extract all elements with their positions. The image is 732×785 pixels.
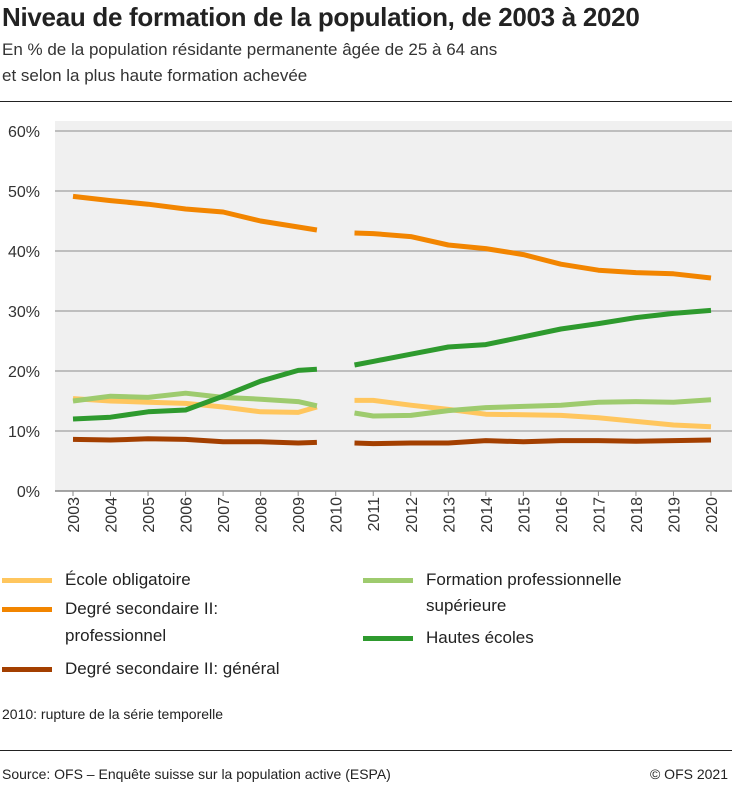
subtitle-line-2: et selon la plus haute formation achevée [2, 66, 308, 85]
series-line-1-segment-1 [354, 230, 712, 281]
chart-title: Niveau de formation de la population, de… [2, 2, 640, 32]
x-tick-label: 2008 [254, 497, 271, 533]
x-tick-label: 2010 [329, 497, 346, 533]
y-tick-label: 30% [8, 304, 40, 321]
legend-label-fps-1: Formation professionnelle [426, 570, 622, 589]
legend-swatch-sec-pro [2, 607, 52, 612]
subtitle-line-1: En % de la population résidante permanen… [2, 40, 498, 59]
y-tick-label: 60% [8, 124, 40, 141]
legend-label-sec-gen: Degré secondaire II: général [65, 659, 280, 678]
legend-label-he: Hautes écoles [426, 628, 534, 647]
series-line-2-segment-1 [354, 437, 712, 447]
x-tick-label: 2007 [216, 497, 233, 533]
x-tick-label: 2014 [479, 497, 496, 533]
plot-background [55, 121, 732, 491]
legend-swatch-sec-gen [2, 667, 52, 672]
x-tick-label: 2006 [179, 497, 196, 533]
series-line-1-segment-0 [72, 193, 318, 233]
y-tick-label: 0% [17, 484, 40, 501]
y-tick-label: 50% [8, 184, 40, 201]
x-tick-label: 2017 [591, 497, 608, 533]
y-tick-label: 40% [8, 244, 40, 261]
footnote: 2010: rupture de la série temporelle [2, 706, 224, 722]
x-tick-label: 2016 [554, 497, 571, 533]
legend-label-fps-2: supérieure [426, 596, 507, 615]
x-tick-label: 2019 [666, 497, 683, 533]
y-tick-label: 10% [8, 424, 40, 441]
x-tick-label: 2020 [704, 497, 721, 533]
x-tick-label: 2003 [66, 497, 83, 533]
x-tick-label: 2013 [441, 497, 458, 533]
legend-label-sec-pro-2: professionnel [65, 626, 167, 645]
series-line-4-segment-1 [354, 307, 712, 368]
top-divider [0, 101, 732, 102]
x-tick-label: 2005 [141, 497, 158, 533]
legend-label-ecole: École obligatoire [65, 570, 191, 589]
series-line-3-segment-0 [72, 390, 318, 409]
source: Source: OFS – Enquête suisse sur la popu… [2, 766, 391, 782]
legend-swatch-ecole [2, 578, 52, 583]
series-line-4-segment-0 [72, 366, 318, 422]
series-line-3-segment-1 [354, 397, 712, 419]
legend-swatch-fps [363, 578, 413, 583]
series-line-0-segment-1 [354, 397, 712, 430]
x-tick-label: 2004 [104, 497, 121, 533]
series-line-2-segment-0 [72, 436, 317, 446]
y-tick-label: 20% [8, 364, 40, 381]
legend-label-sec-pro-1: Degré secondaire II: [65, 599, 219, 618]
x-tick-label: 2015 [516, 497, 533, 533]
line-chart: 0% 10% 20% 30% 40% 50% 60% 2003 2004 2005 2006 2007… [8, 121, 732, 533]
copyright: © OFS 2021 [649, 766, 728, 782]
x-tick-label: 2011 [366, 497, 383, 532]
legend-swatch-he [363, 636, 413, 641]
x-tick-label: 2018 [629, 497, 646, 533]
x-tick-label: 2012 [404, 497, 421, 533]
x-tick-label: 2009 [291, 497, 308, 533]
bottom-divider [0, 750, 732, 751]
